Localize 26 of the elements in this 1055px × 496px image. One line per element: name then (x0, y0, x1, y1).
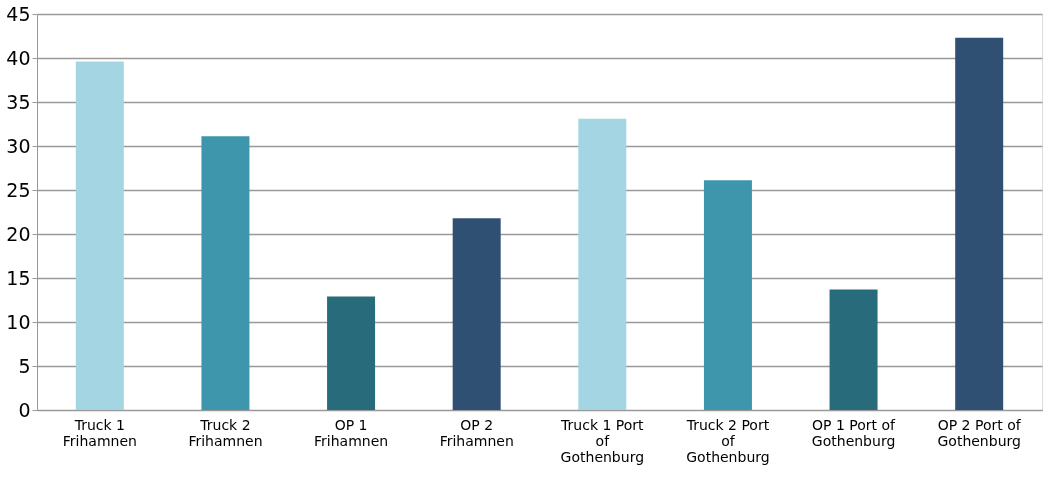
x-tick-label: OP 2 Port of Gothenburg (937, 416, 1022, 449)
bar (829, 289, 878, 410)
x-tick-label: Truck 2 Port of Gothenburg (685, 416, 770, 465)
y-tick-label: 25 (6, 178, 31, 201)
x-tick-label: OP 1 Frihamnen (313, 416, 389, 449)
bar (75, 61, 124, 410)
y-tick-label: 45 (6, 2, 31, 25)
bar (578, 118, 627, 410)
x-tick-label: Truck 2 Frihamnen (188, 416, 263, 449)
y-tick-label: 40 (6, 46, 31, 69)
y-tick-label: 30 (6, 134, 31, 157)
x-tick-label: OP 2 Frihamnen (439, 416, 514, 449)
bar (452, 218, 501, 410)
bar (327, 296, 376, 410)
bar (703, 180, 752, 410)
x-tick-label: OP 1 Port of Gothenburg (811, 416, 897, 449)
y-tick-label: 5 (18, 354, 31, 377)
y-tick-label: 35 (6, 90, 31, 113)
y-tick-label: 20 (6, 222, 31, 245)
y-tick-label: 15 (6, 266, 31, 289)
bar (955, 37, 1004, 410)
y-tick-label: 0 (18, 398, 31, 421)
x-tick-label: Truck 1 Port of Gothenburg (560, 416, 645, 465)
x-tick-label: Truck 1 Frihamnen (62, 416, 137, 449)
y-tick-label: 10 (6, 310, 31, 333)
bar (201, 136, 250, 410)
